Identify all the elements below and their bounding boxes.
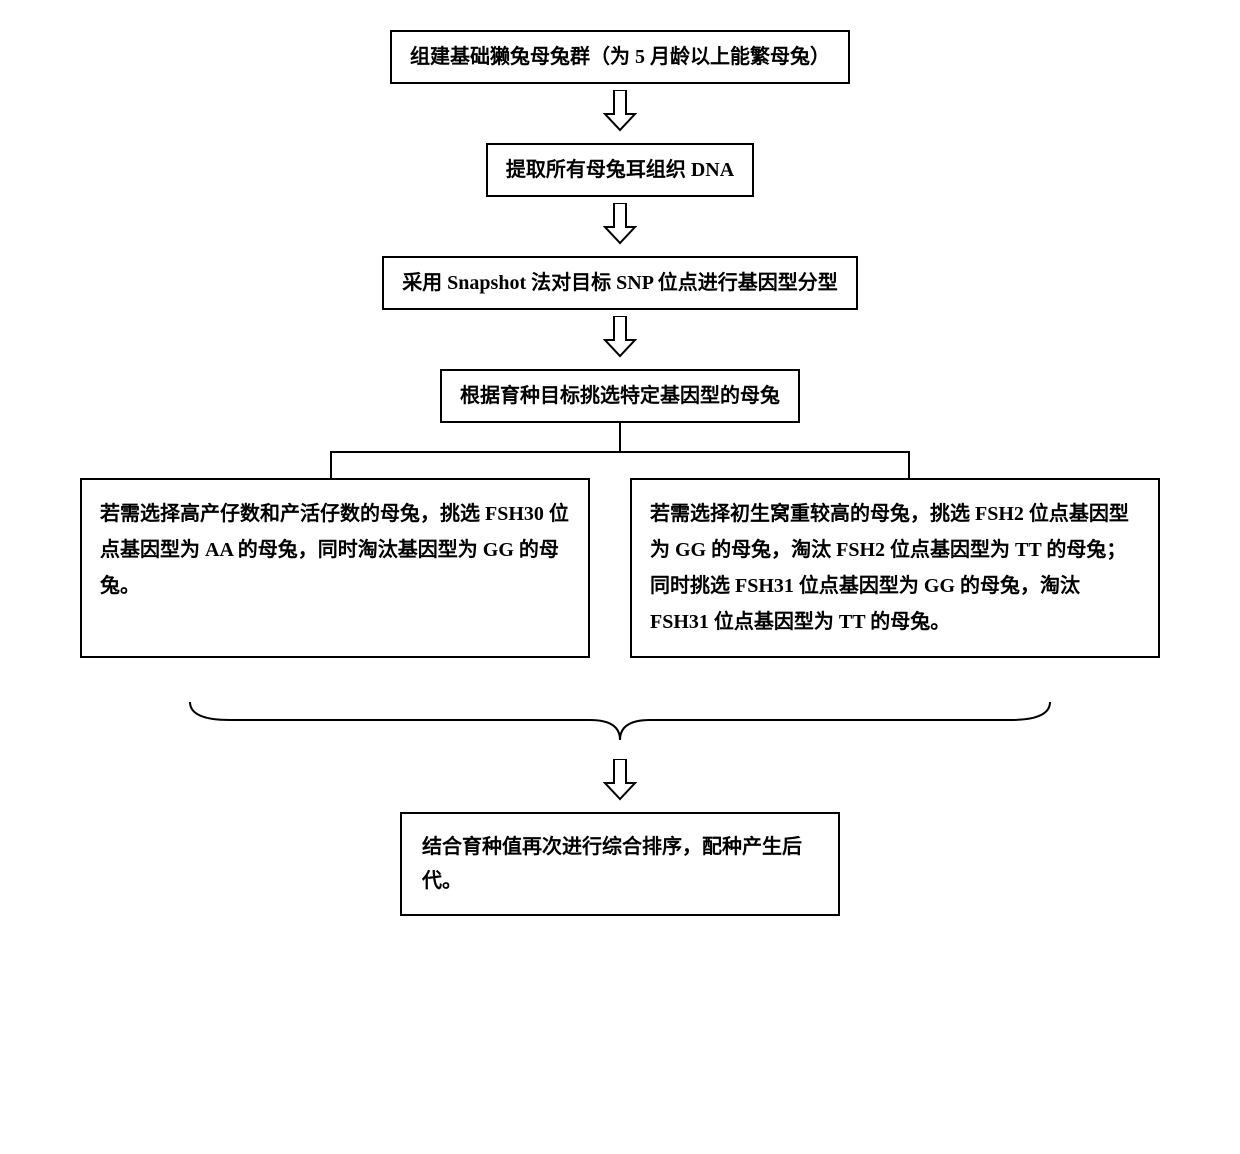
arrow-3 xyxy=(603,316,637,363)
arrow-final xyxy=(603,759,637,806)
branch-right-text: 若需选择初生窝重较高的母兔，挑选 FSH2 位点基因型为 GG 的母兔，淘汰 F… xyxy=(650,503,1129,633)
step2-text: 提取所有母兔耳组织 DNA xyxy=(506,159,734,181)
final-box: 结合育种值再次进行综合排序，配种产生后代。 xyxy=(400,812,840,916)
t-horizontal xyxy=(330,451,910,453)
t-connector xyxy=(330,423,910,478)
step4-text: 根据育种目标挑选特定基因型的母兔 xyxy=(460,385,780,407)
t-vertical xyxy=(619,423,621,451)
branch-right-box: 若需选择初生窝重较高的母兔，挑选 FSH2 位点基因型为 GG 的母兔，淘汰 F… xyxy=(630,478,1160,658)
merge-brace xyxy=(170,698,1070,749)
branch-left-box: 若需选择高产仔数和产活仔数的母兔，挑选 FSH30 位点基因型为 AA 的母兔，… xyxy=(80,478,590,658)
step2-box: 提取所有母兔耳组织 DNA xyxy=(486,143,754,197)
step1-text: 组建基础獭兔母兔群（为 5 月龄以上能繁母兔） xyxy=(410,46,830,68)
branch-row: 若需选择高产仔数和产活仔数的母兔，挑选 FSH30 位点基因型为 AA 的母兔，… xyxy=(0,478,1240,658)
step3-box: 采用 Snapshot 法对目标 SNP 位点进行基因型分型 xyxy=(382,256,858,310)
step3-text: 采用 Snapshot 法对目标 SNP 位点进行基因型分型 xyxy=(402,272,838,294)
t-drop-left xyxy=(330,451,332,478)
flowchart-container: 组建基础獭兔母兔群（为 5 月龄以上能繁母兔） 提取所有母兔耳组织 DNA 采用… xyxy=(0,30,1240,916)
arrow-1 xyxy=(603,90,637,137)
step1-box: 组建基础獭兔母兔群（为 5 月龄以上能繁母兔） xyxy=(390,30,850,84)
final-text: 结合育种值再次进行综合排序，配种产生后代。 xyxy=(422,836,802,892)
t-drop-right xyxy=(908,451,910,478)
arrow-2 xyxy=(603,203,637,250)
branch-left-text: 若需选择高产仔数和产活仔数的母兔，挑选 FSH30 位点基因型为 AA 的母兔，… xyxy=(100,503,569,597)
step4-box: 根据育种目标挑选特定基因型的母兔 xyxy=(440,369,800,423)
